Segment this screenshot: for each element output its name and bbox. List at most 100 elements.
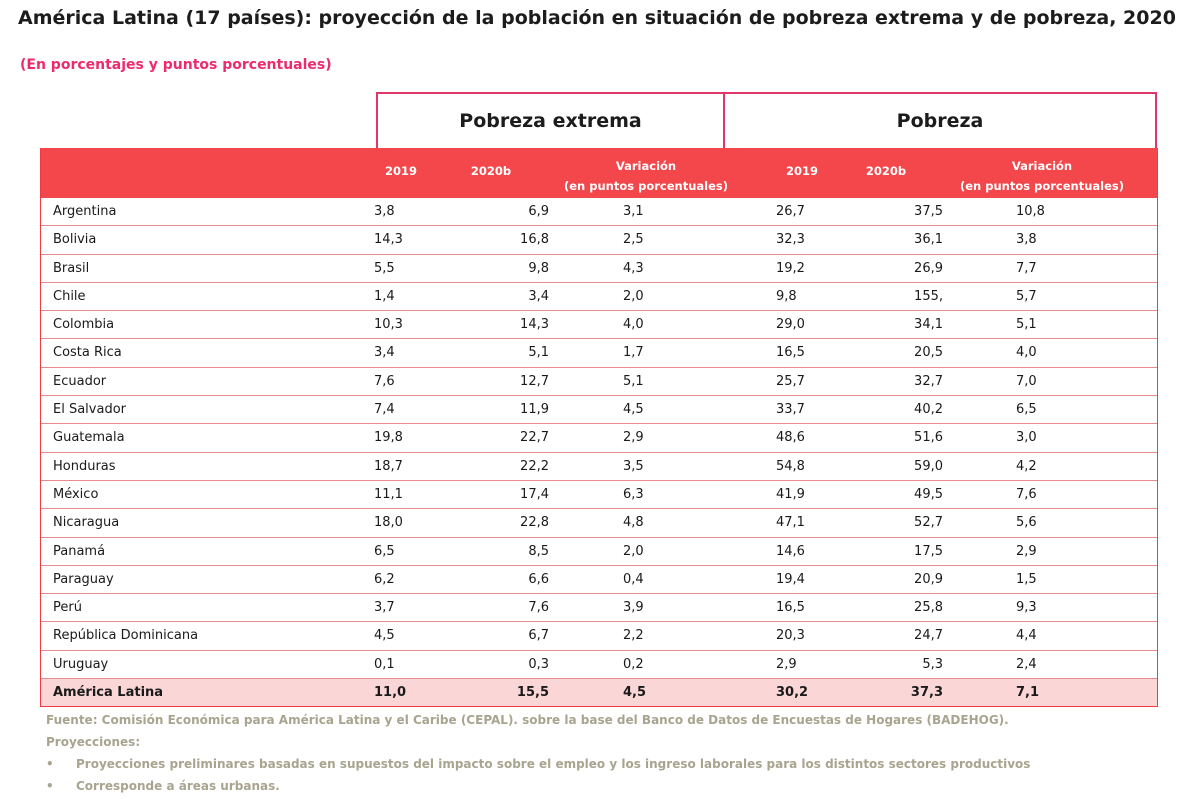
pobreza-2020-cell: 49,5 [914, 486, 943, 502]
pobreza-2020-cell: 20,5 [914, 345, 943, 361]
bullet-icon: • [46, 757, 54, 771]
table-row: Costa Rica 3,4 5,1 1,7 16,5 20,5 4,0 [41, 339, 1157, 368]
country-cell: Perú [53, 600, 82, 616]
extrema-variation-cell: 6,3 [623, 486, 644, 502]
table-row: Honduras 18,7 22,2 3,5 54,8 59,0 4,2 [41, 453, 1157, 481]
pobreza-2019-cell: 30,2 [776, 685, 809, 701]
pobreza-2020-cell: 51,6 [914, 430, 943, 446]
pobreza-variation-cell: 5,1 [1016, 317, 1037, 333]
pobreza-2020-cell: 37,3 [910, 685, 943, 701]
table-row: Chile 1,4 3,4 2,0 9,8 155, 5,7 [41, 283, 1157, 312]
country-cell: Ecuador [53, 373, 107, 389]
extrema-2019-cell: 19,8 [374, 430, 403, 446]
table-row: Bolivia 14,3 16,8 2,5 32,3 36,1 3,8 [41, 226, 1157, 255]
extrema-2019-cell: 6,5 [374, 543, 395, 559]
extrema-2019-cell: 3,8 [374, 204, 395, 219]
extrema-2019-cell: 1,4 [374, 288, 395, 304]
country-cell: Nicaragua [53, 515, 120, 531]
country-cell: Uruguay [53, 656, 109, 672]
extrema-2019-cell: 10,3 [374, 317, 403, 333]
extrema-2019-cell: 14,3 [374, 232, 403, 248]
pobreza-2019-cell: 19,4 [776, 571, 805, 587]
pobreza-2019-cell: 33,7 [776, 402, 805, 418]
extrema-2019-cell: 11,1 [374, 486, 403, 502]
pobreza-variation-cell: 4,2 [1016, 458, 1037, 474]
pobreza-2020-cell: 40,2 [914, 402, 943, 418]
country-cell: Brasil [53, 260, 90, 276]
table-row: Perú 3,7 7,6 3,9 16,5 25,8 9,3 [41, 594, 1157, 623]
pobreza-variation-cell: 3,0 [1016, 430, 1037, 446]
country-cell: El Salvador [53, 402, 126, 418]
extrema-2019-cell: 7,6 [374, 373, 395, 389]
table-row: México 11,1 17,4 6,3 41,9 49,5 7,6 [41, 481, 1157, 510]
group-header-poverty: Pobreza [723, 92, 1157, 148]
country-cell: Bolivia [53, 232, 97, 248]
pobreza-2020-cell: 17,5 [914, 543, 943, 559]
pobreza-variation-cell: 7,1 [1016, 685, 1040, 701]
table-row: Nicaragua 18,0 22,8 4,8 47,1 52,7 5,6 [41, 509, 1157, 538]
extrema-variation-cell: 2,0 [623, 288, 644, 304]
extrema-2020-cell: 16,8 [520, 232, 549, 248]
pobreza-variation-cell: 2,4 [1016, 656, 1037, 672]
pobreza-2019-cell: 16,5 [776, 345, 805, 361]
pobreza-variation-cell: 7,6 [1016, 486, 1037, 502]
col-header-pobreza-variation: Variación (en puntos porcentuales) [957, 156, 1127, 196]
pobreza-2019-cell: 26,7 [776, 204, 805, 219]
pobreza-2019-cell: 16,5 [776, 600, 805, 616]
extrema-variation-cell: 2,5 [623, 232, 644, 248]
extrema-variation-cell: 3,9 [623, 600, 644, 616]
table-row: Colombia 10,3 14,3 4,0 29,0 34,1 5,1 [41, 311, 1157, 340]
col-header-pobreza-2019: 2019 [785, 164, 818, 178]
country-cell: América Latina [53, 685, 164, 701]
country-cell: México [53, 486, 99, 502]
pobreza-2019-cell: 19,2 [776, 260, 805, 276]
extrema-variation-cell: 4,5 [623, 402, 644, 418]
extrema-2020-cell: 3,4 [528, 288, 549, 304]
extrema-2020-cell: 9,8 [528, 260, 549, 276]
extrema-2019-cell: 3,4 [374, 345, 395, 361]
country-cell: Argentina [53, 204, 117, 219]
extrema-2020-cell: 22,8 [520, 515, 549, 531]
country-cell: Costa Rica [53, 345, 122, 361]
extrema-2020-cell: 15,5 [516, 685, 549, 701]
note-text: Corresponde a áreas urbanas. [76, 779, 280, 793]
country-cell: Panamá [53, 543, 106, 559]
extrema-variation-cell: 4,5 [623, 685, 647, 701]
pobreza-2020-cell: 26,9 [914, 260, 943, 276]
extrema-variation-cell: 3,1 [623, 204, 644, 219]
pobreza-2020-cell: 155, [914, 288, 943, 304]
pobreza-2019-cell: 25,7 [776, 373, 805, 389]
extrema-2019-cell: 7,4 [374, 402, 395, 418]
pobreza-variation-cell: 5,7 [1016, 288, 1037, 304]
pobreza-2020-cell: 32,7 [914, 373, 943, 389]
pobreza-2020-cell: 36,1 [914, 232, 943, 248]
extrema-variation-cell: 3,5 [623, 458, 644, 474]
pobreza-2019-cell: 47,1 [776, 515, 805, 531]
country-cell: Chile [53, 288, 86, 304]
page-title: América Latina (17 países): proyección d… [18, 7, 1176, 29]
pobreza-2019-cell: 14,6 [776, 543, 805, 559]
note-item: • Proyecciones preliminares basadas en s… [46, 753, 1166, 775]
pobreza-2020-cell: 25,8 [914, 600, 943, 616]
country-cell: República Dominicana [53, 628, 199, 644]
projections-label: Proyecciones: [46, 735, 141, 749]
table-row: Guatemala 19,8 22,7 2,9 48,6 51,6 3,0 [41, 424, 1157, 453]
country-cell: Honduras [53, 458, 116, 474]
extrema-2020-cell: 6,6 [528, 571, 549, 587]
extrema-2020-cell: 22,2 [520, 458, 549, 474]
extrema-variation-cell: 0,4 [623, 571, 644, 587]
extrema-2020-cell: 0,3 [528, 656, 549, 672]
table-body: Argentina 3,8 6,9 3,1 26,7 37,5 10,8 Bolivia 14,… [41, 198, 1157, 707]
pobreza-2019-cell: 32,3 [776, 232, 805, 248]
extrema-variation-cell: 4,0 [623, 317, 644, 333]
extrema-variation-cell: 2,9 [623, 430, 644, 446]
col-header-variation-line1: Variación [1011, 159, 1073, 173]
pobreza-variation-cell: 2,9 [1016, 543, 1037, 559]
source-note: Fuente: Comisión Económica para América … [46, 713, 1009, 727]
pobreza-2020-cell: 59,0 [914, 458, 943, 474]
col-header-extrema-variation: Variación (en puntos porcentuales) [561, 156, 731, 196]
extrema-2020-cell: 6,7 [528, 628, 549, 644]
table-total-row: América Latina 11,0 15,5 4,5 30,2 37,3 7,1 [41, 679, 1157, 707]
col-header-extrema-2020: 2020b [470, 164, 512, 178]
extrema-variation-cell: 2,2 [623, 628, 644, 644]
